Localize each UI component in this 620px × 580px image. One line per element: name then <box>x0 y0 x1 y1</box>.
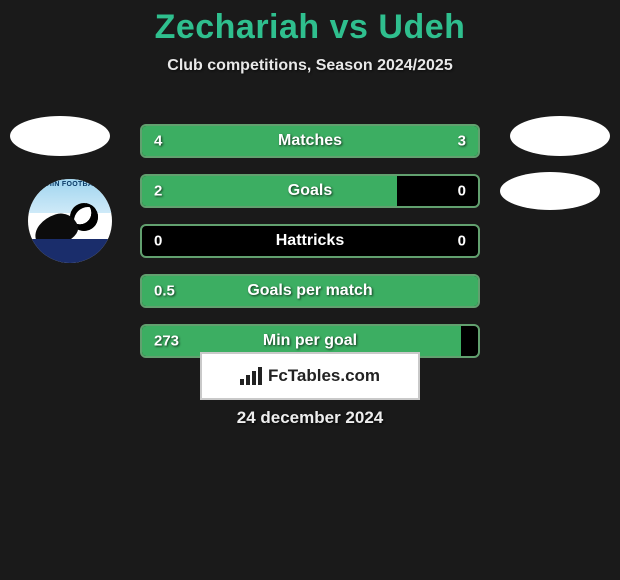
stat-row: 0Hattricks0 <box>140 224 480 258</box>
comparison-card: Zechariah vs Udeh Club competitions, Sea… <box>0 0 620 580</box>
player1-avatar <box>10 116 110 156</box>
stat-label: Hattricks <box>142 232 478 250</box>
badge-text: HIN FOOTBA <box>28 181 112 188</box>
branding-text: FcTables.com <box>240 366 380 386</box>
player2-avatar <box>510 116 610 156</box>
stat-label: Min per goal <box>142 332 478 350</box>
stat-row: 4Matches3 <box>140 124 480 158</box>
badge-sea <box>28 239 112 263</box>
stat-value-right: 0 <box>458 183 466 200</box>
stat-row: 0.5Goals per match <box>140 274 480 308</box>
subtitle: Club competitions, Season 2024/2025 <box>0 57 620 75</box>
stat-label: Matches <box>142 132 478 150</box>
vs-text: vs <box>330 8 369 46</box>
branding-box[interactable]: FcTables.com <box>200 352 420 400</box>
stats-bars: 4Matches32Goals00Hattricks00.5Goals per … <box>140 124 480 374</box>
stat-label: Goals <box>142 182 478 200</box>
date-text: 24 december 2024 <box>0 408 620 428</box>
bars-chart-icon <box>240 367 262 385</box>
stat-row: 2Goals0 <box>140 174 480 208</box>
player2-name: Udeh <box>378 8 465 46</box>
player1-name: Zechariah <box>155 8 320 46</box>
player2-club-badge <box>500 172 600 210</box>
stat-value-right: 3 <box>458 133 466 150</box>
branding-label: FcTables.com <box>268 366 380 386</box>
stat-label: Goals per match <box>142 282 478 300</box>
player1-club-badge: HIN FOOTBA <box>28 179 112 263</box>
stat-value-right: 0 <box>458 233 466 250</box>
page-title: Zechariah vs Udeh <box>0 0 620 47</box>
